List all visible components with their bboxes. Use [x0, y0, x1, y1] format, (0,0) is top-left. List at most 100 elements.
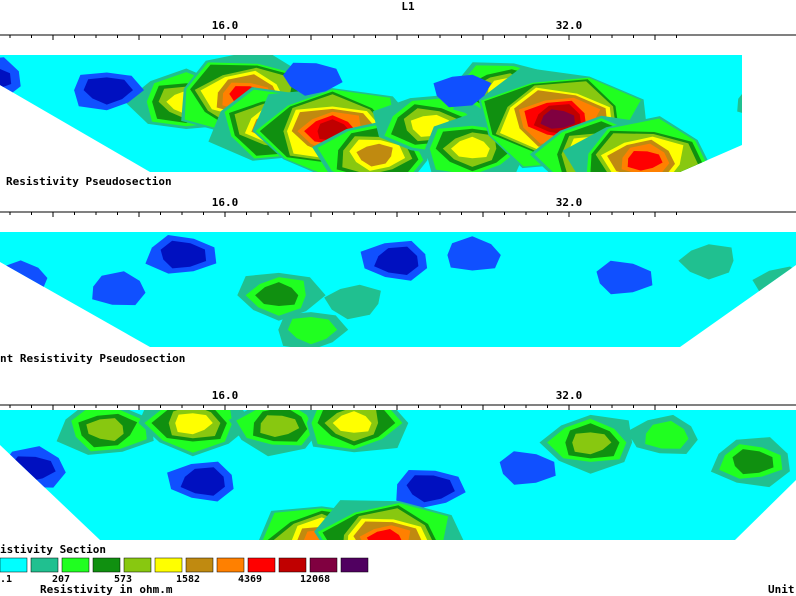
contour-band: [540, 109, 575, 129]
legend-swatches: [0, 557, 369, 573]
contour-band: [287, 317, 338, 345]
legend-value-label: 207: [52, 574, 70, 585]
section-1-caption: Resistivity Pseudosection: [6, 175, 172, 188]
contour-band: [447, 236, 501, 271]
contour-band: [627, 151, 663, 171]
contour-band: [732, 449, 774, 475]
section-3-caption: istivity Section: [0, 543, 106, 556]
contour-band: [260, 415, 300, 437]
figure-title: L1: [401, 0, 415, 13]
legend-units: Resistivity in ohm.m: [40, 583, 173, 596]
section-2-tick-label-1: 16.0: [212, 196, 239, 209]
heatmap-anomaly: [737, 83, 742, 118]
legend-swatch: [0, 557, 28, 573]
legend-swatch: [216, 557, 245, 573]
legend-value-label: 1582: [176, 574, 200, 585]
legend-swatch: [309, 557, 338, 573]
heatmap-anomaly: [396, 470, 466, 508]
section-3: 16.0 32.0 istivity Section: [0, 389, 796, 556]
heatmap-anomaly: [92, 271, 146, 306]
section-2: 16.0 32.0 nt Resistivity Pseudosection: [0, 196, 796, 365]
contour-band: [160, 240, 207, 269]
legend-swatch: [123, 557, 152, 573]
contour-band: [356, 143, 393, 167]
legend-swatch: [278, 557, 307, 573]
contour-band: [451, 136, 490, 159]
contour-band: [737, 83, 742, 118]
section-1: 16.0 32.0 Resistivity Pseudosection: [0, 19, 796, 188]
contour-band: [255, 282, 299, 306]
heatmap-anomaly: [145, 235, 217, 274]
contour-band: [359, 525, 411, 540]
heatmap-anomaly: [562, 116, 712, 172]
legend-value-label: 573: [114, 574, 132, 585]
legend-swatch: [92, 557, 121, 573]
contour-band: [374, 246, 419, 275]
contour-band: [283, 62, 343, 96]
section-2-tick-label-2: 32.0: [556, 196, 583, 209]
contour-band: [332, 411, 372, 433]
heatmap-anomaly: [433, 74, 492, 108]
section-3-tick-label-1: 16.0: [212, 389, 239, 402]
section-2-heatmap: [0, 232, 796, 347]
contour-band: [499, 451, 556, 485]
legend-value-label: 12068: [300, 574, 330, 585]
section-1-axis: 16.0 32.0: [0, 19, 796, 40]
heatmap-anomaly: [306, 410, 409, 453]
section-3-heatmap: [0, 410, 796, 540]
heatmap-anomaly: [314, 500, 468, 540]
contour-band: [175, 413, 213, 435]
heatmap-anomaly: [596, 260, 653, 295]
heatmap-anomaly: [710, 437, 790, 488]
contour-band: [678, 244, 734, 280]
contour-band: [572, 432, 612, 455]
heatmap-anomaly: [228, 410, 324, 457]
legend-value-label: .1: [0, 574, 12, 585]
heatmap-anomaly: [237, 272, 326, 321]
section-1-tick-label-2: 32.0: [556, 19, 583, 32]
contour-band: [433, 74, 492, 108]
heatmap-anomaly: [539, 414, 633, 474]
heatmap-anomaly: [56, 410, 154, 455]
contour-band: [180, 467, 225, 496]
legend-right-label: Unit: [768, 583, 795, 596]
legend-swatch: [61, 557, 90, 573]
section-3-axis: 16.0 32.0: [0, 389, 796, 410]
heatmap-anomaly: [499, 451, 556, 485]
section-2-caption: nt Resistivity Pseudosection: [0, 352, 185, 365]
heatmap-anomaly: [447, 236, 501, 271]
legend-swatch: [185, 557, 214, 573]
heatmap-anomaly: [74, 72, 144, 111]
heatmap-anomaly: [324, 284, 381, 320]
heatmap-anomaly: [283, 62, 343, 96]
section-1-heatmap: [0, 55, 742, 172]
heatmap-anomaly: [278, 312, 349, 347]
legend-labels: .1 207 573 1582 4369 12068: [0, 574, 330, 585]
contour-band: [83, 77, 133, 105]
section-2-axis: 16.0 32.0: [0, 196, 796, 217]
section-2-ticks: [9, 212, 677, 217]
heatmap-anomaly: [627, 414, 698, 454]
contour-band: [406, 475, 455, 503]
section-1-ticks: [9, 35, 677, 40]
legend: .1 207 573 1582 4369 12068 Resistivity in ohm…: [0, 557, 795, 596]
legend-swatch: [30, 557, 59, 573]
heatmap-anomaly: [138, 410, 255, 457]
heatmap-anomaly: [360, 240, 428, 281]
contour-band: [324, 284, 381, 320]
section-1-tick-label-1: 16.0: [212, 19, 239, 32]
contour-band: [366, 529, 403, 540]
legend-swatch: [247, 557, 276, 573]
contour-band: [596, 260, 653, 295]
heatmap-anomaly: [167, 461, 234, 502]
legend-swatch: [154, 557, 183, 573]
section-3-ticks: [9, 405, 677, 410]
heatmap-anomaly: [678, 244, 734, 280]
contour-band: [92, 271, 146, 306]
contour-band: [645, 420, 689, 449]
contour-band: [86, 418, 124, 441]
legend-swatch: [340, 557, 369, 573]
section-3-tick-label-2: 32.0: [556, 389, 583, 402]
legend-value-label: 4369: [238, 574, 262, 585]
